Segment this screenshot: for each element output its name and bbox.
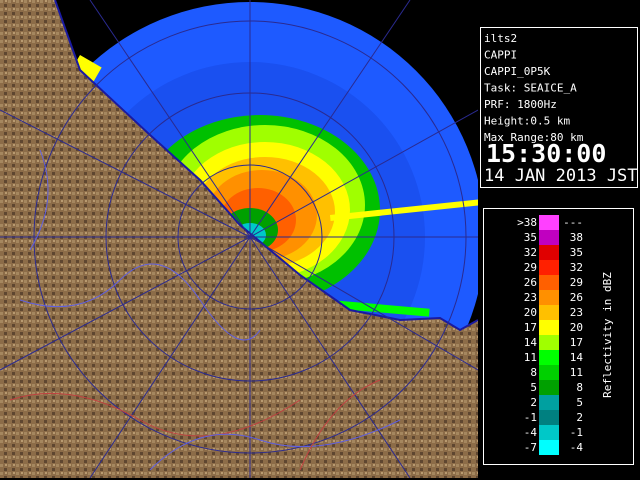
legend-swatch <box>539 410 559 425</box>
legend-swatch <box>539 320 559 335</box>
legend-high: 5 <box>576 396 583 409</box>
legend-low: 23 <box>524 291 537 304</box>
legend-title: Reflectivity in dBZ <box>601 272 614 398</box>
legend-low: >38 <box>517 216 537 229</box>
legend-swatch <box>539 215 559 230</box>
date: 14 JAN 2013 JST <box>484 166 638 186</box>
legend-low: 5 <box>530 381 537 394</box>
legend-low: -4 <box>524 426 538 439</box>
legend-high: 17 <box>570 336 583 349</box>
legend-swatch <box>539 395 559 410</box>
legend-swatch <box>539 365 559 380</box>
legend-low: 8 <box>530 366 537 379</box>
legend-swatch <box>539 425 559 440</box>
legend-low: -1 <box>524 411 537 424</box>
legend-swatch <box>539 230 559 245</box>
legend-low: 29 <box>524 261 537 274</box>
legend-low: 26 <box>524 276 537 289</box>
legend-low: 20 <box>524 306 537 319</box>
legend-high: -1 <box>570 426 583 439</box>
legend-high: 26 <box>570 291 583 304</box>
legend-high: 35 <box>570 246 583 259</box>
legend-swatch <box>539 335 559 350</box>
legend-swatch <box>539 275 559 290</box>
legend-high: 2 <box>576 411 583 424</box>
coastline <box>54 0 478 332</box>
legend-swatch <box>539 245 559 260</box>
legend-swatch <box>539 290 559 305</box>
legend-low: 35 <box>524 231 537 244</box>
map <box>0 0 478 478</box>
land <box>0 0 478 478</box>
legend-high: 8 <box>576 381 583 394</box>
legend-high: -4 <box>570 441 584 454</box>
info-line: Task: SEAICE_A <box>484 82 577 95</box>
legend-high: 38 <box>570 231 583 244</box>
info-line: CAPPI_0P5K <box>484 65 551 78</box>
legend-low: -7 <box>524 441 537 454</box>
legend-low: 14 <box>524 336 538 349</box>
legend-swatch <box>539 380 559 395</box>
info-line: ilts2 <box>484 32 517 45</box>
legend-high: 32 <box>570 261 583 274</box>
legend-swatch <box>539 440 559 455</box>
legend-low: 11 <box>524 351 537 364</box>
legend-swatch <box>539 260 559 275</box>
legend-swatch <box>539 350 559 365</box>
info-line: Height:0.5 km <box>484 115 570 128</box>
time: 15:30:00 <box>486 139 606 168</box>
legend-low: 32 <box>524 246 537 259</box>
legend-high: 11 <box>570 366 583 379</box>
info-line: Max Range:80 km <box>484 131 584 144</box>
info-lines: ilts2 CAPPI CAPPI_0P5K Task: SEAICE_A PRF: 1… <box>484 32 584 144</box>
range-rings <box>0 0 478 478</box>
legend-swatch <box>539 305 559 320</box>
legend-high: 20 <box>570 321 583 334</box>
info-line: PRF: 1800Hz <box>484 98 557 111</box>
legend-low: 2 <box>530 396 537 409</box>
legend-high: --- <box>563 216 583 229</box>
legend-high: 23 <box>570 306 583 319</box>
rivers <box>9 149 401 471</box>
info-line: CAPPI <box>484 49 517 62</box>
legend-high: 29 <box>570 276 583 289</box>
legend-low: 17 <box>524 321 537 334</box>
info-panel <box>480 27 638 188</box>
legend-high: 14 <box>570 351 584 364</box>
